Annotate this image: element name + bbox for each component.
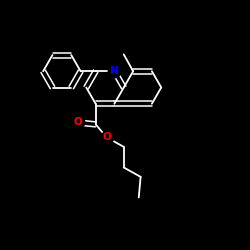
Text: O: O (74, 118, 82, 128)
Text: O: O (102, 132, 111, 142)
Text: N: N (110, 66, 119, 76)
